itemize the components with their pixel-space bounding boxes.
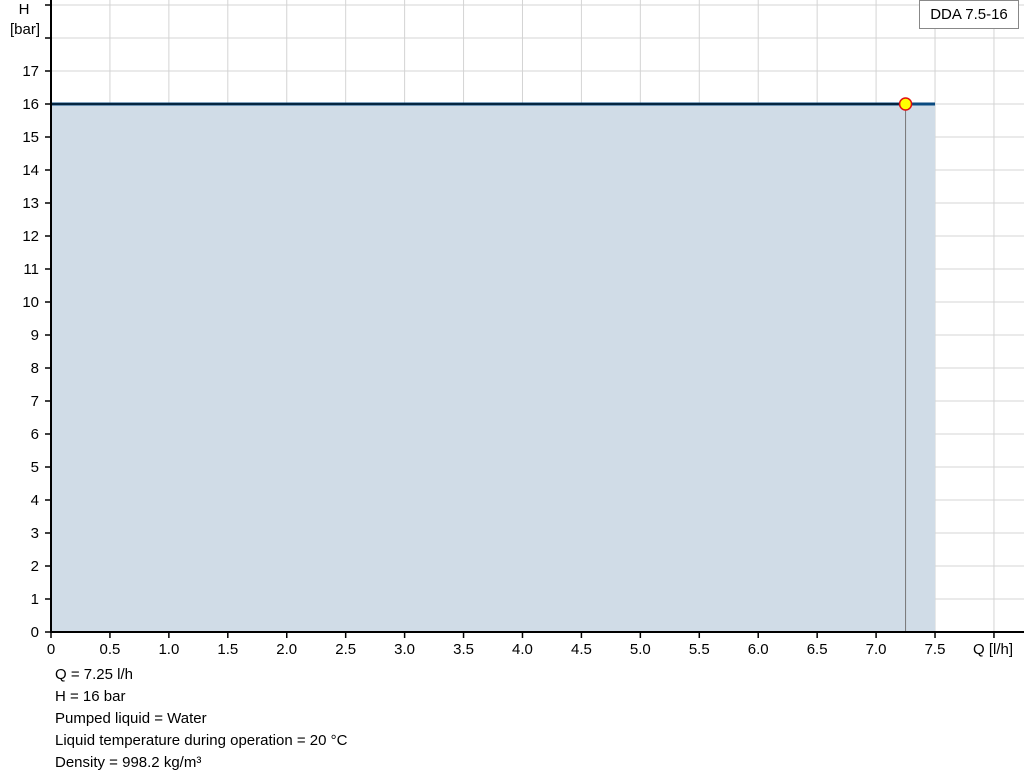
x-tick-label: 1.5 xyxy=(217,641,238,658)
y-tick-label: 13 xyxy=(22,195,39,212)
y-axis-unit: [bar] xyxy=(10,21,40,38)
y-tick-label: 5 xyxy=(31,459,39,476)
info-liquid: Pumped liquid = Water xyxy=(55,710,207,727)
info-head: H = 16 bar xyxy=(55,688,126,705)
x-tick-label: 1.0 xyxy=(158,641,179,658)
operating-info: Q = 7.25 l/h H = 16 bar Pumped liquid = … xyxy=(55,664,347,774)
y-tick-label: 7 xyxy=(31,393,39,410)
x-tick-label: 2.5 xyxy=(335,641,356,658)
x-tick-label: 0 xyxy=(47,641,55,658)
info-density: Density = 998.2 kg/m³ xyxy=(55,754,202,771)
x-axis-label: Q [l/h] xyxy=(973,641,1013,658)
y-tick-label: 12 xyxy=(22,228,39,245)
x-tick-label: 4.5 xyxy=(571,641,592,658)
y-tick-label: 9 xyxy=(31,327,39,344)
x-tick-label: 7.0 xyxy=(866,641,887,658)
y-tick-label: 16 xyxy=(22,96,39,113)
x-tick-label: 3.5 xyxy=(453,641,474,658)
y-tick-label: 2 xyxy=(31,558,39,575)
x-tick-label: 7.5 xyxy=(925,641,946,658)
y-tick-label: 10 xyxy=(22,294,39,311)
info-temperature: Liquid temperature during operation = 20… xyxy=(55,732,348,749)
y-tick-label: 8 xyxy=(31,360,39,377)
curve-area xyxy=(51,104,936,632)
info-flow: Q = 7.25 l/h xyxy=(55,666,133,683)
y-tick-label: 4 xyxy=(31,492,39,509)
x-tick-label: 2.0 xyxy=(276,641,297,658)
x-tick-label: 3.0 xyxy=(394,641,415,658)
y-tick-label: 3 xyxy=(31,525,39,542)
y-tick-label: 6 xyxy=(31,426,39,443)
operating-point-marker xyxy=(898,97,913,111)
x-tick-label: 5.0 xyxy=(630,641,651,658)
legend-pump-model: DDA 7.5-16 xyxy=(919,0,1019,29)
y-tick-label: 0 xyxy=(31,624,39,641)
x-tick-label: 6.5 xyxy=(807,641,828,658)
y-tick-label: 17 xyxy=(22,63,39,80)
y-tick-label: 14 xyxy=(22,162,39,179)
y-tick-label: 1 xyxy=(31,591,39,608)
x-tick-label: 5.5 xyxy=(689,641,710,658)
y-tick-label: 15 xyxy=(22,129,39,146)
y-tick-label: 11 xyxy=(23,261,39,278)
y-axis-label: H xyxy=(19,1,30,18)
x-tick-label: 6.0 xyxy=(748,641,769,658)
x-tick-label: 0.5 xyxy=(100,641,121,658)
x-tick-label: 4.0 xyxy=(512,641,533,658)
